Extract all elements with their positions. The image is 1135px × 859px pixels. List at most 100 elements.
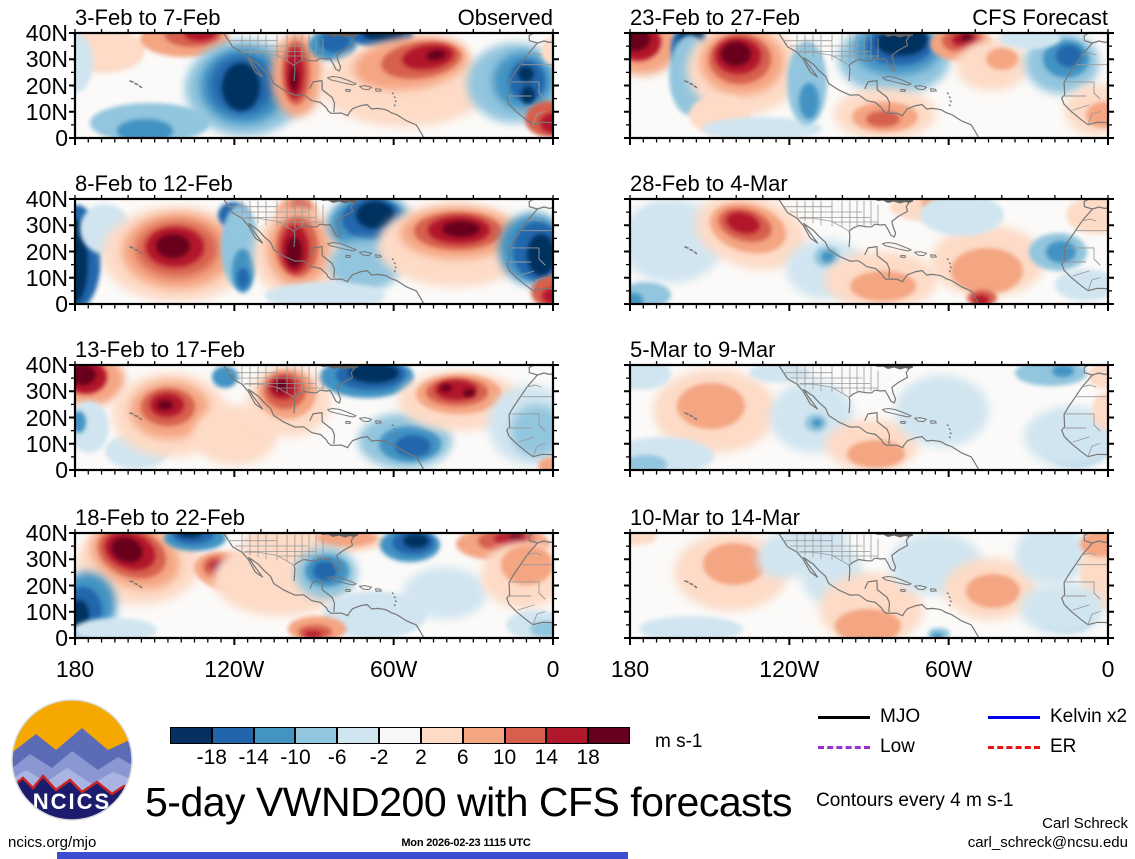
colorbar-tick-label: -14 — [238, 746, 269, 769]
logo-red-ridge-line — [12, 774, 132, 796]
anomaly-blob — [847, 440, 905, 468]
ncics-logo: NCICS — [11, 699, 133, 821]
website-link[interactable]: ncics.org/mjo — [8, 834, 97, 851]
coastline-path — [684, 246, 952, 273]
coastline-path — [882, 576, 912, 586]
colorbar-segment — [504, 727, 547, 744]
legend-line-kelvin-x2 — [988, 716, 1040, 719]
anomaly-blob — [630, 365, 671, 390]
colorbar-tick-label: -10 — [280, 746, 311, 769]
panel-border — [628, 531, 1110, 640]
coastline-path — [293, 365, 358, 414]
coastline-path — [778, 33, 980, 138]
anomaly-blob — [1020, 583, 1104, 635]
coastline-path — [223, 533, 425, 638]
coastline-path — [129, 80, 397, 107]
colorbar-units-label: m s-1 — [655, 731, 703, 752]
colorbar-segment — [462, 727, 505, 744]
coastline-path — [227, 34, 324, 66]
coastlines — [129, 533, 553, 638]
colorbar-segment — [337, 727, 380, 744]
anomaly-blob — [1056, 45, 1082, 67]
coastlines — [684, 365, 1108, 470]
panel-title-row: 8-Feb to 12-Feb — [75, 171, 553, 197]
coastline-path — [778, 533, 980, 638]
great-lakes — [873, 33, 913, 38]
anomaly-blob — [1052, 365, 1074, 377]
coastline-path — [227, 200, 324, 232]
y-axis-tick-label: 40N — [25, 186, 68, 212]
anomaly-blob — [835, 609, 901, 638]
coastline-path — [293, 533, 358, 582]
coastline-path — [129, 580, 397, 607]
coastlines — [684, 199, 1108, 304]
x-axis-tick-label: 60W — [925, 656, 973, 682]
panel-date-range: 5-Mar to 9-Mar — [630, 337, 776, 362]
anomaly-blob — [630, 293, 643, 304]
y-axis-tick-label: 10N — [25, 264, 68, 291]
anomaly-blob — [1092, 392, 1108, 430]
great-lakes — [873, 533, 913, 538]
anomaly-blob — [1046, 241, 1076, 263]
x-axis-tick-label: 180 — [610, 656, 650, 682]
colorbar-segment — [253, 727, 296, 744]
coastline-path — [345, 85, 382, 93]
coastline-path — [508, 218, 553, 292]
anomaly-blob — [178, 533, 202, 538]
coastline-path — [223, 199, 425, 304]
coastline-path — [1063, 218, 1108, 292]
anomaly-blob — [403, 567, 487, 619]
x-axis-tick-label: 120W — [759, 656, 820, 682]
anomaly-blob — [999, 33, 1061, 49]
anomaly-blob — [895, 375, 989, 447]
anomaly-blob — [274, 380, 288, 392]
coastline-path — [223, 365, 425, 470]
panel-date-range: 28-Feb to 4-Mar — [630, 171, 788, 196]
colorbar-tick-label: 18 — [576, 746, 600, 769]
great-lakes — [318, 199, 358, 204]
bottom-bar — [57, 852, 628, 859]
logo-rim — [11, 699, 133, 821]
coastline-path — [684, 580, 952, 607]
colorbar-tick-label: -2 — [369, 746, 389, 769]
anomaly-blob — [630, 33, 650, 51]
anomaly-blob — [1066, 199, 1108, 234]
panel-date-range: 10-Mar to 14-Mar — [630, 505, 800, 530]
y-axis-tick-label: 30N — [25, 212, 68, 239]
anomaly-blob — [75, 365, 96, 385]
anomaly-blob — [630, 455, 667, 470]
coastline-path — [778, 199, 980, 304]
coastline-path — [309, 580, 336, 613]
anomaly-blob — [1088, 365, 1108, 389]
y-axis-tick-label: 40N — [25, 520, 68, 546]
colorbar-tick-label: 10 — [492, 746, 517, 769]
coastline-path — [900, 85, 937, 93]
coastline-path — [848, 365, 913, 414]
y-axis-tick-label: 0 — [55, 457, 68, 483]
credit-email[interactable]: carl_schreck@ncsu.edu — [967, 834, 1128, 851]
map-panel — [624, 29, 1114, 145]
coastlines — [684, 33, 1108, 138]
anomaly-field — [630, 533, 1108, 638]
anomaly-blob — [222, 63, 260, 111]
coastline-path — [508, 552, 553, 626]
coastline-path — [848, 33, 913, 82]
panel-plot-area — [630, 533, 1108, 638]
panel-plot-area — [75, 533, 553, 638]
anomaly-blob — [395, 435, 431, 457]
panel-border — [73, 31, 555, 140]
credit-name: Carl Schreck — [1042, 815, 1128, 832]
anomaly-blob — [703, 543, 765, 585]
panel-border — [628, 197, 1110, 306]
panel-border — [628, 363, 1110, 472]
coastline-path — [1063, 384, 1108, 458]
anomaly-blob — [973, 295, 989, 304]
panel-title-row: 3-Feb to 7-Feb Observed — [75, 5, 553, 31]
colorbar-tick-label: 14 — [534, 746, 559, 769]
coastline-path — [778, 365, 980, 470]
y-axis-tick-label: 40N — [25, 20, 68, 46]
coastline-path — [782, 34, 879, 66]
y-axis-tick-label: 20N — [25, 238, 68, 265]
coastlines — [129, 199, 553, 304]
anomaly-blob — [156, 234, 190, 258]
